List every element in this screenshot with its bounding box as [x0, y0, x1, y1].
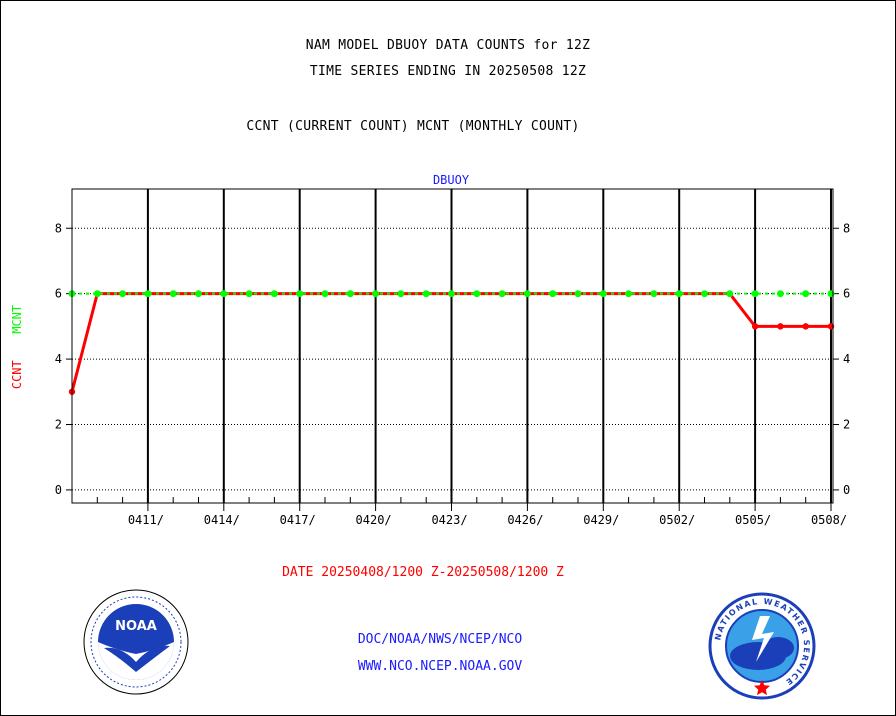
data-point-mcnt	[751, 290, 759, 298]
y-tick-label-left: 2	[55, 418, 62, 432]
series-layer	[68, 290, 835, 395]
data-point-mcnt	[524, 290, 531, 298]
y-tick-label-left: 0	[55, 483, 62, 497]
data-point-mcnt	[675, 290, 683, 298]
y-axis-label: CCNT MCNT	[10, 297, 26, 397]
data-point-mcnt	[701, 290, 708, 298]
data-point-mcnt	[625, 290, 632, 298]
y-tick-label-right: 6	[843, 287, 850, 301]
y-tick-label-left: 8	[55, 221, 62, 235]
y-axis-label-ccnt: CCNT	[10, 360, 24, 390]
x-tick-label: 0505/	[735, 513, 771, 527]
x-axis-label: DATE 20250408/1200 Z-20250508/1200 Z	[282, 565, 564, 580]
y-tick-label-right: 8	[843, 221, 850, 235]
noaa-logo: NOAA	[83, 589, 189, 695]
x-tick-label: 0502/	[659, 513, 695, 527]
data-point-mcnt	[802, 290, 810, 298]
chart-title-line-1: NAM MODEL DBUOY DATA COUNTS for 12Z	[305, 38, 591, 53]
data-point-mcnt	[448, 290, 455, 298]
data-point-mcnt	[777, 290, 784, 298]
data-point-mcnt	[372, 290, 379, 298]
nws-logo: NATIONAL WEATHER SERVICE	[708, 592, 816, 700]
chart-title-line-3: CCNT (CURRENT COUNT) MCNT (MONTHLY COUNT…	[246, 119, 580, 134]
data-point-mcnt	[321, 290, 329, 298]
data-point-mcnt	[599, 290, 607, 298]
data-point-mcnt	[144, 290, 152, 298]
x-tick-label: 0423/	[431, 513, 467, 527]
x-tick-label: 0420/	[356, 513, 392, 527]
data-point-mcnt	[220, 290, 228, 298]
data-point-ccnt	[777, 323, 784, 330]
data-point-mcnt	[296, 290, 304, 298]
footer-line-2: WWW.NCO.NCEP.NOAA.GOV	[357, 659, 523, 674]
data-point-mcnt	[195, 290, 202, 298]
data-point-mcnt	[574, 290, 582, 298]
data-point-mcnt	[245, 290, 253, 298]
footer-line-1: DOC/NOAA/NWS/NCEP/NCO	[357, 632, 523, 647]
x-tick-label: 0426/	[507, 513, 543, 527]
x-tick-label: 0417/	[280, 513, 316, 527]
x-tick-label: 0429/	[583, 513, 619, 527]
x-tick-label: 0414/	[204, 513, 240, 527]
data-point-mcnt	[397, 290, 405, 298]
data-point-ccnt	[751, 323, 759, 330]
plot-title: DBUOY	[433, 173, 470, 187]
data-point-mcnt	[271, 290, 278, 298]
x-tick-label: 0411/	[128, 513, 164, 527]
chart-title-line-2: TIME SERIES ENDING IN 20250508 12Z	[309, 64, 587, 79]
y-tick-label-right: 4	[843, 352, 850, 366]
data-point-mcnt	[473, 290, 481, 298]
data-point-mcnt	[93, 290, 101, 298]
data-point-mcnt	[169, 290, 177, 298]
data-point-mcnt	[346, 290, 354, 298]
plot-border	[71, 188, 834, 504]
x-tick-label: 0508/	[811, 513, 847, 527]
y-tick-label-right: 0	[843, 483, 850, 497]
y-tick-label-right: 2	[843, 418, 850, 432]
data-point-ccnt	[802, 323, 809, 330]
data-point-mcnt	[726, 290, 734, 298]
data-point-mcnt	[650, 290, 658, 298]
grid-layer	[72, 189, 833, 503]
y-tick-label-left: 6	[55, 287, 62, 301]
data-point-mcnt	[498, 290, 506, 298]
noaa-logo-text: NOAA	[115, 619, 157, 634]
y-tick-label-left: 4	[55, 352, 62, 366]
tick-layer: 0 0 2 2 4 4 6 6 8 8 0411/0414/0417/0420/0423/0426/…	[55, 221, 850, 527]
y-axis-label-mcnt: MCNT	[10, 304, 24, 334]
data-point-mcnt	[119, 290, 126, 298]
data-point-mcnt	[422, 290, 430, 298]
data-point-mcnt	[549, 290, 557, 298]
